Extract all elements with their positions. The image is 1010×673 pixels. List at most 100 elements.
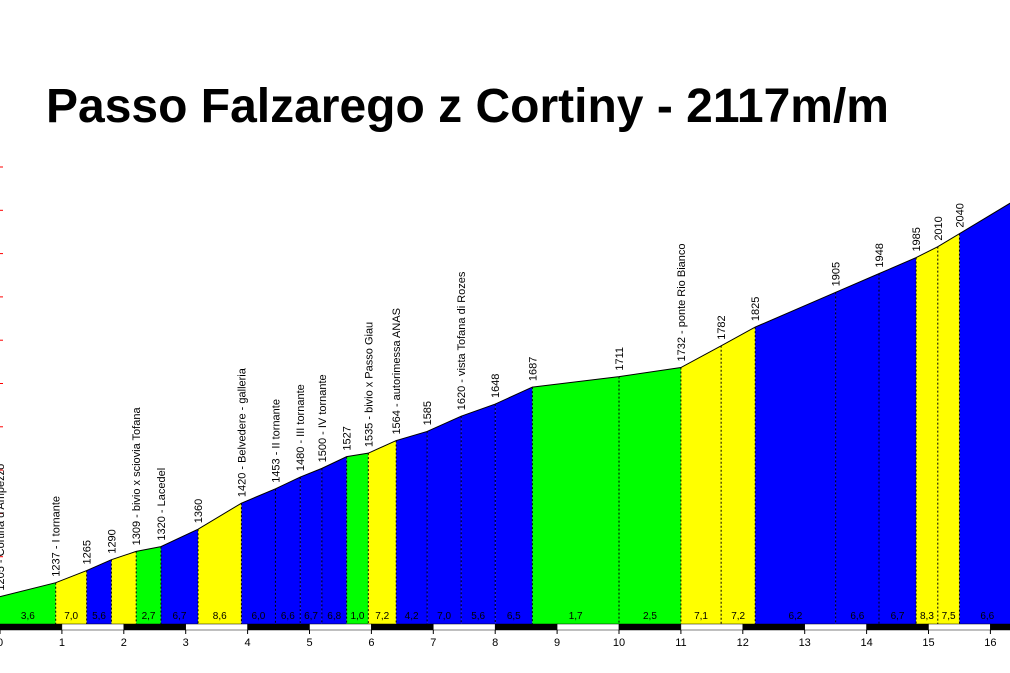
gradient-label: 6,5 [507,611,521,622]
altitude-label: 1985 [911,227,923,251]
gradient-label: 7,1 [694,611,708,622]
chart-title: Passo Falzarego z Cortiny - 2117m/m [46,80,889,133]
x-tick-label: 8 [492,637,498,649]
segment-fill-8 [275,477,301,624]
profile-outline [0,202,1010,598]
altitude-label: 1320 - Lacedel [156,468,168,541]
ruler-block [556,623,620,631]
altitude-label: 1711 [614,347,626,371]
segment-fill-15 [461,404,496,624]
altitude-label: 1290 [106,529,118,553]
segment-fill-23 [878,257,917,624]
gradient-label: 7,0 [437,611,451,622]
gradient-label: 6,6 [850,611,864,622]
segment-fill-6 [198,503,242,624]
gradient-label: 6,7 [304,611,318,622]
x-tick-label: 0 [0,637,3,649]
ruler-block [433,623,496,631]
segment-fill-18 [619,367,681,624]
gradient-label: 8,3 [920,611,934,622]
ruler-block [928,623,991,631]
segment-fill-4 [136,546,161,624]
x-tick-label: 12 [737,637,749,649]
altitude-label: 1205 - Cortina d'Ampezzo [0,464,7,591]
ruler-block [0,623,63,631]
ruler-block [990,623,1010,631]
gradient-label: 2,5 [643,611,657,622]
x-tick-label: 14 [860,637,872,649]
altitude-labels: 1205 - Cortina d'Ampezzo 1237 - I tornant… [0,203,966,590]
gradient-label: 5,6 [471,611,485,622]
gradient-label: 3,6 [21,611,35,622]
gradient-label: 6,0 [251,611,265,622]
segment-fill-5 [160,529,199,624]
segment-fill-16 [495,387,533,624]
segment-fill-19 [680,345,722,624]
x-tick-label: 11 [675,637,686,649]
segment-fill-17 [532,376,619,624]
x-tick-label: 4 [245,637,251,649]
altitude-label: 1527 [342,426,354,450]
segment-fill-7 [241,488,276,624]
altitude-label: 1453 - II tornante [270,399,282,483]
segment-fill-26 [959,203,1010,624]
altitude-label: 1648 [490,374,502,398]
gradient-label: 6,2 [788,611,802,622]
gradient-label: 4,2 [405,611,419,622]
ruler-block [61,623,125,631]
ruler-block [309,623,372,631]
altitude-label: 1309 - bivio x sciovia Tofana [131,407,143,546]
altitude-label: 1905 [831,262,843,286]
gradient-label: 1,7 [569,611,583,622]
altitude-label: 1564 - autorimessa ANAS [391,308,403,435]
altitude-label: 1732 - ponte Rio Bianco [676,243,688,361]
altitude-label: 1360 [193,499,205,523]
gradient-label: 7,2 [731,611,745,622]
gradient-segments [0,203,1010,624]
altitude-label: 2040 [954,203,966,227]
ruler-block [804,623,867,631]
altitude-label: 1585 [422,401,434,425]
ruler-block [618,623,682,631]
segment-fill-14 [427,416,462,624]
altitude-label: 1825 [750,297,762,321]
segment-fill-12 [368,440,397,624]
altitude-label: 1237 - I tornante [51,496,63,577]
gradient-label: 5,6 [92,611,106,622]
segment-fill-2 [86,559,112,624]
x-tick-label: 5 [306,637,312,649]
gradient-label: 6,7 [173,611,187,622]
x-tick-label: 6 [368,637,374,649]
gradient-labels: 3,6 7,0 5,6 2,7 6,7 8,6 6,0 6,6 6,7 6,8 1,0 7,2 4,2 7… [21,611,995,622]
ruler-block [247,623,310,631]
gradient-label: 7,5 [942,611,956,622]
altitude-label: 1265 [82,540,94,564]
gradient-label: 6,8 [327,611,341,622]
segment-fill-21 [755,292,836,624]
altitude-label: 2010 [933,216,945,240]
ruler-block [680,623,744,631]
altitude-label: 1620 - vista Tofana di Rozes [456,271,468,410]
segment-fill-22 [835,273,879,624]
altitude-label: 1480 - III tornante [295,384,307,471]
altitude-label: 1420 - Belvedere - galleria [236,367,248,497]
segment-fill-0 [0,582,56,624]
gradient-label: 6,6 [281,611,295,622]
x-tick-label: 10 [613,637,625,649]
x-tick-label: 16 [984,637,996,649]
altitude-label: 1500 - IV tornante [317,374,329,462]
segment-fill-10 [321,456,347,624]
ruler-block [742,623,805,631]
gradient-label: 1,0 [351,611,365,622]
altitude-label: 1687 [527,357,539,381]
x-tick-label: 9 [554,637,560,649]
x-tick-label: 7 [430,637,436,649]
segment-fill-3 [111,551,137,624]
gradient-label: 8,6 [213,611,227,622]
ruler-block [494,623,558,631]
ruler-block [866,623,929,631]
altitude-label: 1948 [874,243,886,267]
gradient-label: 2,7 [142,611,156,622]
